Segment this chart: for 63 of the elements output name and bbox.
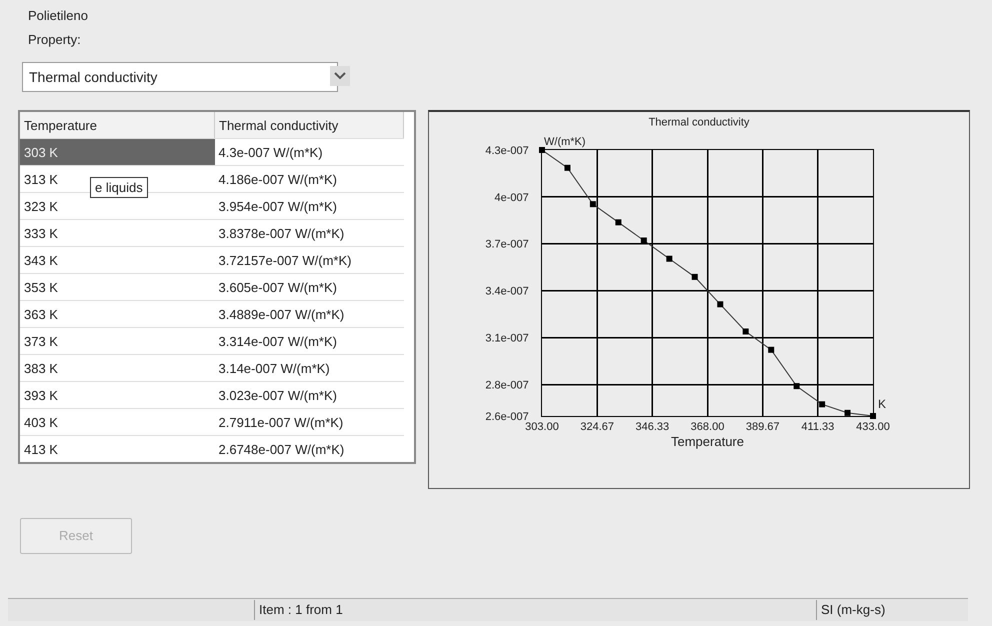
x-tick-label: 411.33 [801, 421, 834, 434]
text: 4.3e-007 W/(m*K) [214, 138, 404, 166]
x-tick-label: 368.00 [690, 421, 724, 434]
point [742, 328, 749, 335]
point [666, 256, 672, 262]
point [717, 301, 724, 308]
text: Temperature [20, 112, 214, 138]
text: 3.023e-007 W/(m*K) [214, 382, 404, 408]
point [564, 164, 570, 171]
text: 343 K [20, 246, 214, 274]
point [819, 401, 826, 408]
y-tick-label: 4e-007 [494, 192, 529, 204]
text: Item : 1 from 1 [254, 600, 343, 620]
text: 393 K [20, 382, 214, 408]
text: 3.8378e-007 W/(m*K) [214, 220, 404, 246]
text: 383 K [20, 354, 214, 382]
text: e liquids [90, 177, 148, 198]
y-tick-label: 2.6e-007 [485, 410, 529, 423]
text: SI (m-kg-s) [816, 600, 886, 620]
point [590, 201, 596, 208]
x-tick-label: 324.67 [580, 421, 614, 434]
text: 2.6748e-007 W/(m*K) [214, 436, 404, 462]
text: Property: [28, 32, 81, 47]
point [768, 346, 774, 353]
text: 3.14e-007 W/(m*K) [214, 354, 404, 382]
text: 4.186e-007 W/(m*K) [214, 166, 404, 192]
y-tick-label: 3.1e-007 [485, 332, 529, 345]
point [844, 410, 851, 416]
text: 313 K [24, 172, 58, 186]
text: 363 K [20, 300, 214, 328]
chart-title: Thermal conductivity [648, 116, 750, 128]
y-tick-label: 3.7e-007 [485, 238, 529, 251]
y-tick-label: 4.3e-007 [485, 144, 529, 157]
text: 323 K [24, 198, 58, 214]
point [794, 383, 800, 390]
text: Reset [20, 518, 132, 554]
text: 403 K [20, 408, 214, 436]
point [640, 238, 647, 244]
text: 2.7911e-007 W/(m*K) [214, 408, 404, 436]
y-axis-title: W/(m*K) [544, 136, 586, 148]
text: K [878, 397, 886, 411]
text: 333 K [20, 220, 214, 246]
text: 413 K [20, 436, 214, 462]
text: 3.314e-007 W/(m*K) [214, 328, 404, 354]
y-tick-label: 3.4e-007 [485, 286, 529, 298]
text: Thermal conductivity [22, 62, 338, 92]
x-tick-label: 303.00 [525, 421, 559, 434]
text: 353 K [20, 274, 214, 300]
point [615, 219, 622, 226]
point [692, 274, 698, 280]
text: 3.4889e-007 W/(m*K) [214, 300, 404, 328]
text: 303 K [20, 138, 214, 166]
text: Polietileno [28, 8, 88, 23]
x-tick-label: 433.00 [856, 421, 890, 434]
text: Thermal conductivity [214, 112, 404, 138]
x-tick-label: 389.67 [746, 421, 780, 434]
x-tick-label: 346.33 [635, 421, 670, 434]
y-tick-label: 2.8e-007 [485, 380, 529, 392]
text: 3.605e-007 W/(m*K) [214, 274, 404, 300]
text: 3.72157e-007 W/(m*K) [214, 246, 404, 274]
x-axis-title: Temperature [671, 434, 744, 449]
text: 3.954e-007 W/(m*K) [214, 192, 404, 220]
text: 373 K [20, 328, 214, 354]
